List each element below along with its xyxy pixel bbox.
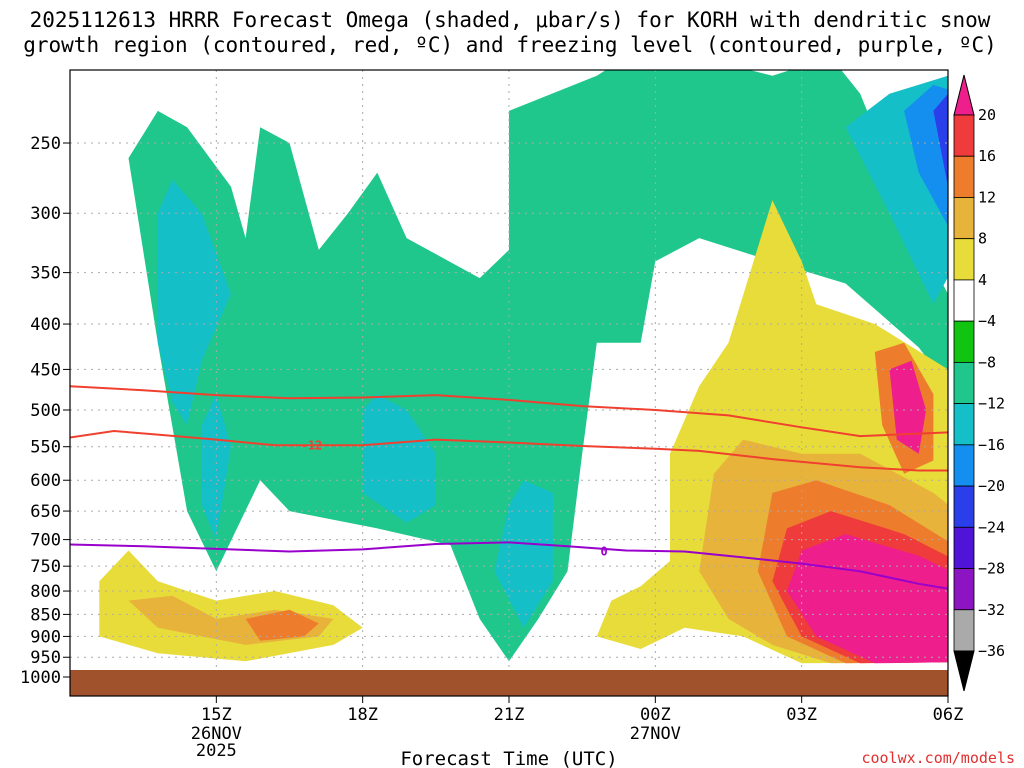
y-tick-label-250: 250 (30, 134, 61, 154)
contour-label-0: -12 (301, 438, 323, 452)
contour-line-1 (70, 385, 948, 438)
contour-line-2 (70, 541, 948, 590)
omega-region-neg20-7 (933, 93, 948, 187)
y-tick-label-850: 850 (30, 605, 61, 625)
colorbar-label-11: −28 (978, 560, 1005, 578)
y-tick-label-500: 500 (30, 401, 61, 421)
colorbar-segment-4 (953, 279, 975, 322)
x-tick-date-15Z: 26NOV (191, 724, 242, 744)
plot-area: -12 0 (69, 69, 949, 697)
y-tick-label-750: 750 (30, 557, 61, 577)
omega-region-neg12-3 (362, 394, 436, 523)
y-axis: 2503003504004505005506006507007508008509… (20, 134, 70, 688)
chart-title-line1: 2025112613 HRRR Forecast Omega (shaded, … (30, 8, 991, 32)
colorbar-segment-1 (953, 155, 975, 198)
x-tick-label-18Z: 18Z (347, 705, 378, 725)
colorbar-segment-8 (953, 444, 975, 487)
y-tick-label-900: 900 (30, 627, 61, 647)
colorbar-label-2: 12 (978, 188, 996, 206)
colorbar-segment-0 (953, 114, 975, 157)
colorbar-segment-9 (953, 485, 975, 528)
omega-region-12-14 (245, 609, 319, 641)
x-tick-label-06Z: 06Z (933, 705, 964, 725)
colorbar-label-6: −8 (978, 353, 996, 371)
colorbar-label-3: 8 (978, 230, 987, 248)
colorbar-label-4: 4 (978, 271, 987, 289)
x-tick-date-00Z: 27NOV (630, 724, 681, 744)
y-tick-label-600: 600 (30, 471, 61, 491)
colorbar-label-10: −24 (978, 518, 1005, 536)
contours: -12 0 (70, 385, 948, 590)
contour-line-0 (70, 429, 948, 472)
y-tick-label-700: 700 (30, 531, 61, 551)
ground-surface (70, 670, 948, 696)
colorbar-label-0: 20 (978, 106, 996, 124)
omega-region-20-18 (889, 360, 927, 454)
contour-label-2: 0 (600, 545, 607, 559)
colorbar-segment-3 (953, 238, 975, 281)
colorbar-segment-7 (953, 403, 975, 446)
x-tick-label-15Z: 15Z (201, 705, 232, 725)
y-tick-label-300: 300 (30, 204, 61, 224)
x-tick-label-03Z: 03Z (786, 705, 817, 725)
omega-region-neg12-1 (157, 179, 231, 426)
colorbar-label-7: −12 (978, 395, 1005, 413)
y-tick-label-950: 950 (30, 648, 61, 668)
chart-title-line2: growth region (contoured, red, ºC) and f… (23, 33, 997, 57)
credit-text: coolwx.com/models (861, 749, 1015, 767)
y-tick-label-800: 800 (30, 582, 61, 602)
colorbar-label-13: −36 (978, 642, 1005, 660)
y-tick-label-650: 650 (30, 502, 61, 522)
omega-region-neg12-2 (201, 394, 231, 540)
colorbar-segment-6 (953, 361, 975, 405)
colorbar-label-5: −4 (978, 312, 996, 330)
y-tick-label-1000: 1000 (20, 668, 61, 688)
y-tick-label-550: 550 (30, 438, 61, 458)
colorbar-label-1: 16 (978, 147, 996, 165)
omega-region-neg8-0 (128, 70, 948, 662)
x-tick-year-15Z: 2025 (196, 741, 237, 761)
colorbar-top-arrow (953, 74, 975, 116)
y-tick-label-450: 450 (30, 360, 61, 380)
y-tick-label-400: 400 (30, 315, 61, 335)
colorbar-segment-11 (953, 568, 975, 611)
x-tick-label-00Z: 00Z (640, 705, 671, 725)
x-axis-title: Forecast Time (UTC) (400, 748, 617, 768)
omega-shading (99, 70, 948, 664)
colorbar-segment-5 (953, 320, 975, 363)
colorbar-label-9: −20 (978, 477, 1005, 495)
colorbar-segment-12 (953, 609, 975, 652)
colorbar: 20 16 12 8 4 −4 −8 −12 −16 −20 −24 −28 −32 −36 (953, 74, 1005, 692)
colorbar-label-12: −32 (978, 601, 1005, 619)
y-tick-label-350: 350 (30, 264, 61, 284)
omega-region-neg12-4 (494, 480, 553, 628)
colorbar-bottom-arrow (953, 650, 975, 692)
x-tick-label-21Z: 21Z (494, 705, 525, 725)
colorbar-label-8: −16 (978, 436, 1005, 454)
colorbar-segment-10 (953, 526, 975, 569)
colorbar-segment-2 (953, 197, 975, 240)
